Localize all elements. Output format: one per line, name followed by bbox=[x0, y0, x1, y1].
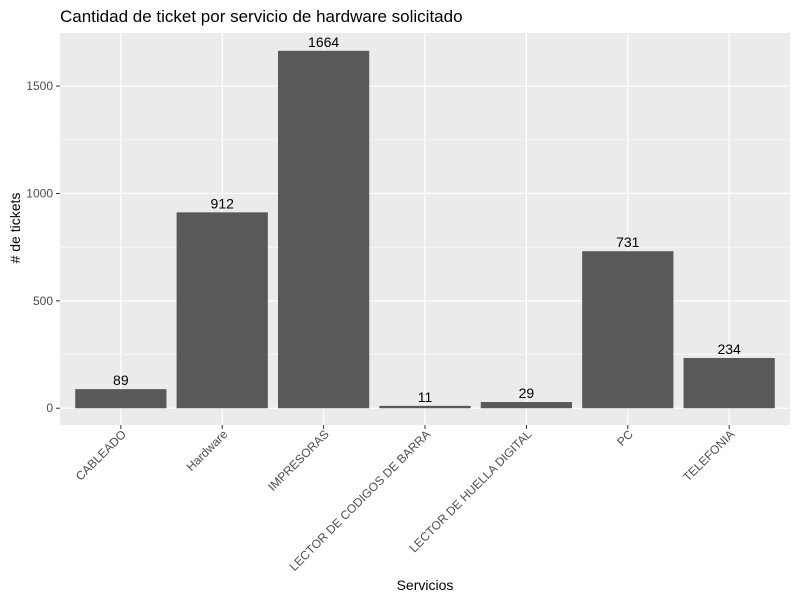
bar bbox=[277, 50, 370, 409]
data-label: 731 bbox=[616, 234, 640, 250]
y-tick-label: 1500 bbox=[26, 79, 53, 93]
chart-title: Cantidad de ticket por servicio de hardw… bbox=[60, 7, 463, 26]
bar bbox=[75, 389, 167, 409]
bar bbox=[176, 212, 268, 409]
y-tick-label: 0 bbox=[46, 401, 53, 415]
data-label: 1664 bbox=[308, 34, 339, 50]
x-tick-label: Hardware bbox=[184, 427, 231, 474]
y-axis: 0 500 1000 1500 bbox=[26, 79, 60, 415]
x-axis-title: Servicios bbox=[397, 577, 454, 593]
bars bbox=[75, 50, 775, 409]
bar bbox=[683, 357, 775, 409]
x-tick-label: IMPRESORAS bbox=[265, 427, 331, 493]
data-label: 11 bbox=[418, 389, 433, 405]
x-tick-label: TELEFONIA bbox=[680, 427, 737, 484]
y-tick-label: 500 bbox=[33, 294, 53, 308]
bar bbox=[480, 402, 573, 409]
bar bbox=[582, 251, 674, 409]
data-labels: 89 912 1664 11 29 731 234 bbox=[113, 34, 741, 405]
data-label: 29 bbox=[519, 385, 535, 401]
data-label: 912 bbox=[211, 195, 235, 211]
y-axis-title: # de tickets bbox=[7, 193, 23, 264]
bar bbox=[379, 405, 471, 409]
x-tick-label: PC bbox=[614, 427, 636, 449]
data-label: 89 bbox=[113, 372, 129, 388]
x-tick-label: CABLEADO bbox=[73, 427, 129, 483]
y-tick-label: 1000 bbox=[26, 186, 53, 200]
data-label: 234 bbox=[717, 341, 741, 357]
x-tick-label: LECTOR DE HUELLA DIGITAL bbox=[407, 427, 535, 555]
